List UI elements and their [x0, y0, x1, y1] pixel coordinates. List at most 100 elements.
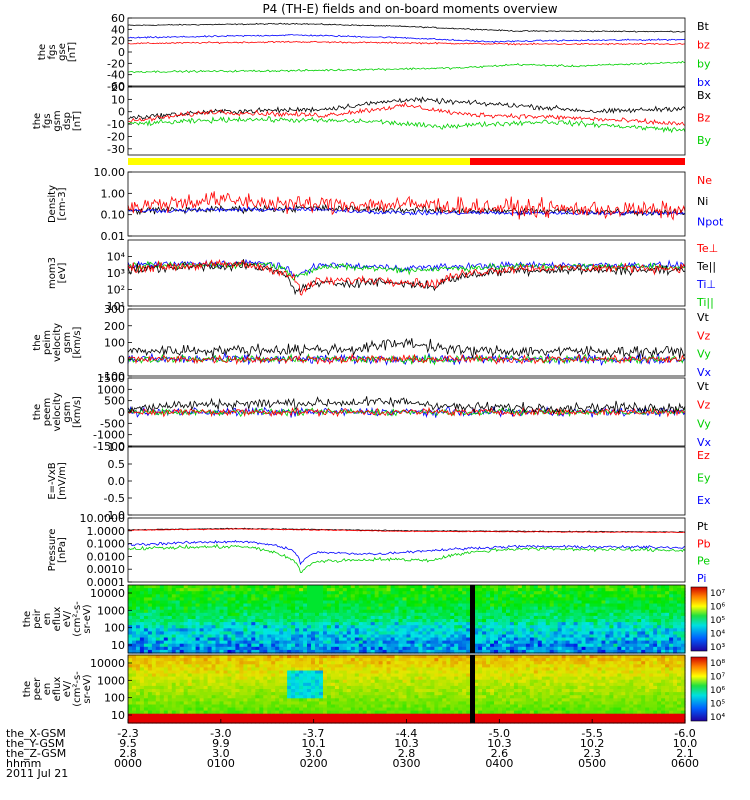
heatmap-cell [195, 637, 201, 642]
heatmap-cell [151, 625, 157, 629]
heatmap-cell [255, 719, 260, 724]
heatmap-cell [430, 625, 435, 629]
heatmap-cell [585, 597, 591, 602]
heatmap-cell [315, 646, 320, 651]
heatmap-cell [323, 682, 328, 687]
heatmap-cell [633, 588, 638, 592]
heatmap-cell [677, 619, 682, 623]
heatmap-cell [143, 588, 149, 592]
heatmap-cell [462, 591, 467, 595]
y-tick-label: 0.0 [108, 475, 126, 488]
heatmap-cell [183, 637, 189, 642]
heatmap-cell [163, 594, 169, 598]
heatmap-cell [342, 716, 348, 721]
heatmap-cell [430, 679, 435, 684]
heatmap-cell [617, 597, 622, 602]
heatmap-cell [374, 719, 380, 724]
heatmap-cell [517, 588, 523, 592]
heatmap-cell [446, 625, 451, 629]
heatmap-cell [271, 619, 276, 623]
heatmap-cell [275, 609, 280, 614]
heatmap-cell [382, 658, 388, 662]
heatmap-cell [669, 600, 674, 605]
heatmap-cell [279, 661, 284, 665]
heatmap-cell [287, 585, 292, 589]
heatmap-cell [295, 615, 300, 620]
heatmap-cell [533, 588, 539, 592]
heatmap-cell [215, 685, 221, 690]
heatmap-cell [346, 701, 352, 706]
heatmap-cell [370, 609, 376, 614]
heatmap-cell [315, 612, 320, 617]
y-tick-label: 10 [111, 639, 125, 652]
heatmap-cell [231, 634, 236, 639]
heatmap-cell [466, 637, 471, 642]
heatmap-cell [581, 597, 587, 602]
heatmap-cell [657, 585, 662, 589]
heatmap-cell [136, 704, 141, 709]
heatmap-cell [315, 689, 320, 693]
heatmap-cell [195, 646, 201, 651]
heatmap-cell [358, 628, 364, 632]
heatmap-cell [346, 637, 352, 642]
heatmap-cell [354, 643, 360, 648]
heatmap-cell [350, 594, 356, 598]
heatmap-cell [235, 603, 240, 608]
heatmap-cell [183, 670, 189, 675]
heatmap-cell [346, 585, 352, 589]
heatmap-cell [442, 588, 447, 592]
heatmap-cell [275, 588, 280, 592]
heatmap-cell [633, 640, 638, 645]
heatmap-cell [338, 692, 344, 696]
heatmap-cell [227, 719, 233, 724]
heatmap-cell [334, 707, 340, 712]
heatmap-cell [231, 698, 236, 702]
heatmap-cell [195, 658, 201, 662]
heatmap-cell [243, 710, 248, 715]
heatmap-cell [402, 603, 408, 608]
heatmap-cell [247, 661, 252, 665]
heatmap-cell [247, 704, 252, 709]
heatmap-cell [573, 606, 579, 611]
heatmap-cell [323, 643, 328, 648]
heatmap-cell [549, 597, 555, 602]
heatmap-cell [235, 606, 240, 611]
heatmap-cell [195, 667, 201, 672]
heatmap-cell [287, 600, 292, 605]
heatmap-cell [394, 594, 400, 598]
heatmap-cell [398, 716, 404, 721]
heatmap-cell [394, 649, 400, 654]
heatmap-cell [291, 597, 296, 602]
heatmap-cell [155, 631, 161, 636]
heatmap-cell [279, 707, 284, 712]
heatmap-cell [243, 612, 248, 617]
heatmap-cell [346, 710, 352, 715]
heatmap-cell [398, 689, 404, 693]
heatmap-cell [291, 685, 296, 690]
heatmap-cell [299, 713, 304, 718]
heatmap-cell [307, 667, 312, 672]
heatmap-cell [235, 673, 240, 678]
heatmap-cell [402, 594, 408, 598]
heatmap-cell [494, 603, 499, 608]
heatmap-cell [653, 615, 658, 620]
heatmap-cell [243, 698, 248, 702]
heatmap-cell [406, 625, 412, 629]
heatmap-cell [275, 615, 280, 620]
heatmap-cell [227, 615, 233, 620]
heatmap-cell [577, 585, 583, 589]
heatmap-cell [358, 664, 364, 668]
heatmap-cell [426, 643, 431, 648]
heatmap-cell [446, 600, 451, 605]
heatmap-cell [147, 716, 153, 721]
heatmap-cell [362, 634, 368, 639]
heatmap-cell [326, 606, 332, 611]
heatmap-cell [251, 664, 256, 668]
heatmap-cell [155, 585, 161, 589]
heatmap-cell [338, 701, 344, 706]
heatmap-cell [307, 619, 312, 623]
heatmap-cell [390, 719, 396, 724]
heatmap-cell [342, 600, 348, 605]
heatmap-cell [430, 689, 435, 693]
heatmap-cell [422, 628, 427, 632]
